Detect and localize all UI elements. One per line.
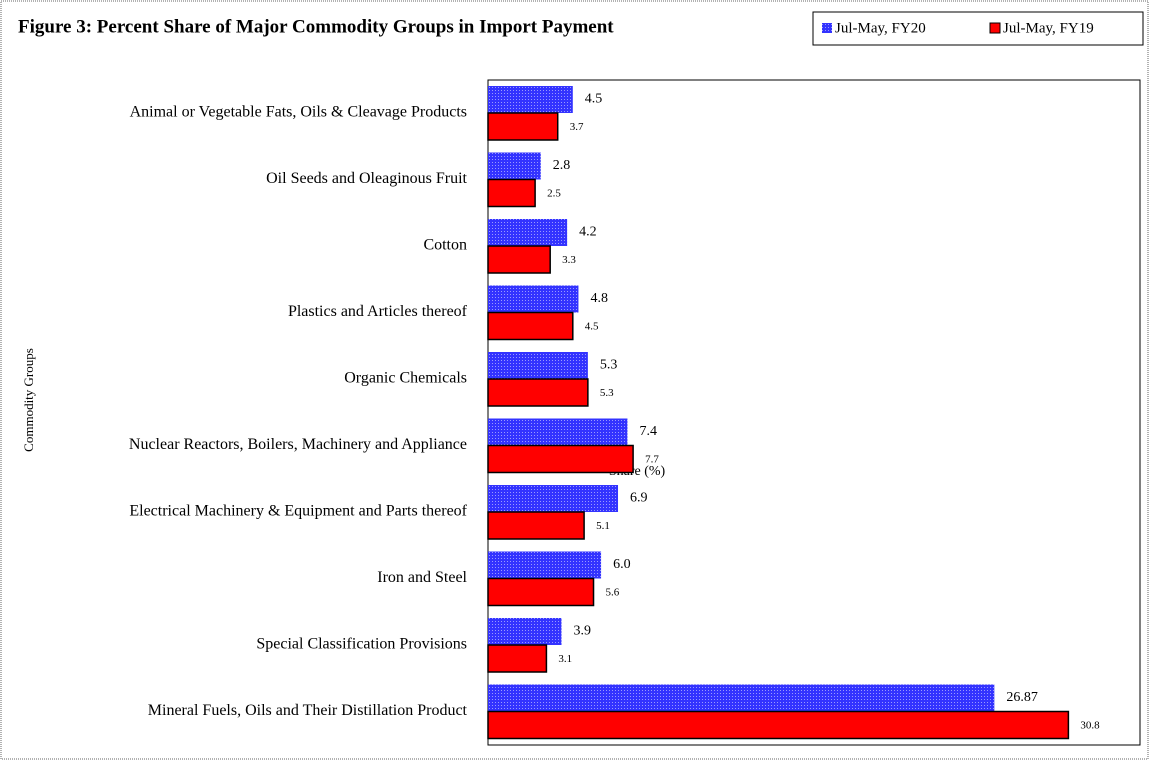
bar: [487, 444, 634, 474]
legend-label: Jul-May, FY20: [835, 20, 926, 36]
data-label: 30.8: [1080, 720, 1100, 732]
data-label: 2.8: [553, 158, 571, 173]
bar: [488, 684, 995, 712]
legend-swatch: [989, 22, 1001, 34]
bar: [487, 378, 589, 407]
bar: [488, 219, 568, 246]
y-tick-label: Electrical Machinery & Equipment and Par…: [129, 503, 467, 520]
y-tick-label: Mineral Fuels, Oils and Their Distillati…: [148, 702, 468, 719]
data-label: 6.9: [630, 491, 648, 506]
data-label: 5.3: [600, 387, 614, 399]
bar: [487, 112, 559, 141]
data-label: 26.87: [1006, 690, 1038, 705]
bar: [488, 352, 588, 379]
bar: [487, 511, 585, 540]
y-tick-label: Plastics and Articles thereof: [288, 303, 468, 320]
data-label: 3.3: [562, 254, 576, 266]
y-tick-label: Organic Chemicals: [344, 370, 467, 387]
data-label: 6.0: [613, 557, 631, 572]
y-tick-label: Cotton: [423, 237, 467, 254]
data-label: 5.1: [596, 520, 610, 532]
data-label: 3.7: [570, 121, 584, 133]
data-label: 7.7: [645, 454, 659, 466]
y-tick-label: Oil Seeds and Oleaginous Fruit: [266, 170, 467, 187]
bar: [487, 577, 595, 607]
bar: [488, 618, 562, 645]
bar: [487, 311, 574, 341]
data-label: 4.2: [579, 225, 597, 240]
bar: [488, 551, 602, 579]
bar: [487, 644, 548, 673]
data-label: 3.1: [558, 653, 572, 665]
chart-title: Figure 3: Percent Share of Major Commodi…: [18, 16, 614, 37]
data-label: 4.8: [590, 291, 608, 306]
legend-label: Jul-May, FY19: [1003, 20, 1094, 36]
data-label: 4.5: [585, 92, 603, 107]
y-axis-label: Commodity Groups: [21, 348, 36, 452]
legend: Jul-May, FY20 Jul-May, FY19: [812, 11, 1144, 46]
bar: [488, 418, 628, 446]
bar: [487, 178, 536, 208]
data-label: 5.3: [600, 358, 618, 373]
y-tick-label: Nuclear Reactors, Boilers, Machinery and…: [129, 436, 467, 453]
data-label: 4.5: [585, 321, 599, 333]
data-label: 7.4: [639, 424, 657, 439]
data-label: 2.5: [547, 188, 561, 200]
bar: [488, 285, 579, 313]
bar: [488, 485, 619, 512]
y-tick-label: Special Classification Provisions: [256, 636, 467, 653]
bar: [487, 710, 1070, 740]
bar: [488, 86, 573, 113]
y-tick-label: Animal or Vegetable Fats, Oils & Cleavag…: [130, 104, 467, 121]
data-label: 3.9: [573, 624, 591, 639]
legend-box: [812, 11, 1144, 46]
bar: [488, 152, 541, 180]
y-tick-label: Iron and Steel: [377, 569, 467, 586]
bar: [487, 245, 551, 274]
plot-area: [487, 79, 1141, 746]
legend-swatch: [822, 23, 832, 33]
data-label: 5.6: [606, 587, 620, 599]
